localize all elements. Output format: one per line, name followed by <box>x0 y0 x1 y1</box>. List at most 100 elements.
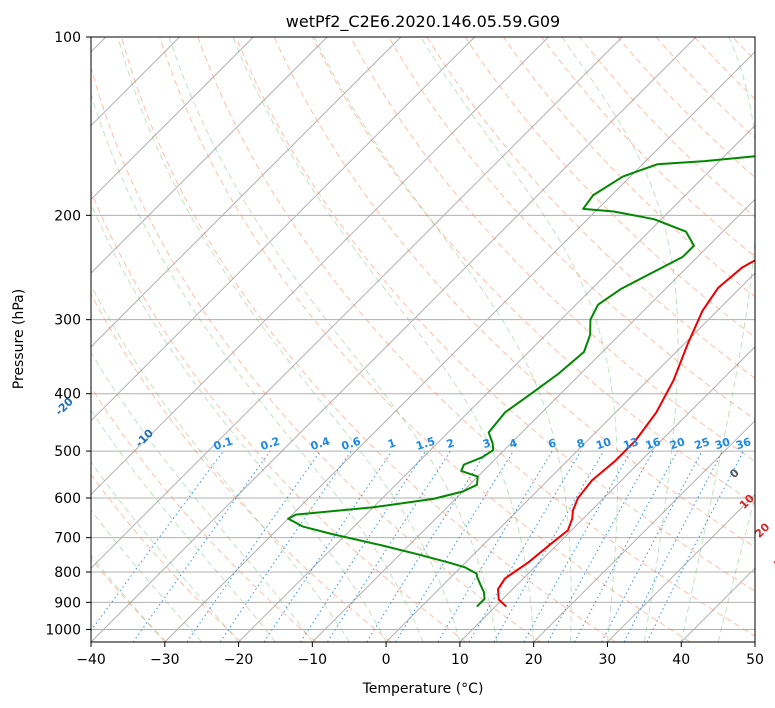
y-tick-label: 400 <box>54 387 81 403</box>
plot-area <box>91 37 755 642</box>
profile-layer <box>287 155 755 608</box>
isotherm-gridline <box>91 37 476 422</box>
mixing-ratio-label: 6 <box>547 436 559 451</box>
moist-adiabat-line <box>561 37 679 642</box>
mixing-ratio-label: 0.4 <box>309 434 332 452</box>
x-tick-label: 10 <box>451 652 469 668</box>
isotherm-gridline <box>91 37 549 496</box>
moist-adiabat-line <box>420 37 619 642</box>
y-tick-label: 900 <box>54 595 81 611</box>
dry-adiabat-line <box>91 473 242 642</box>
x-tick-label: 40 <box>672 652 690 668</box>
mixing-ratio-line <box>263 450 393 642</box>
mixing-ratio-label: 10 <box>594 435 613 452</box>
plot-frame <box>90 36 756 643</box>
mixing-ratio-label: 2 <box>445 436 456 451</box>
y-tick-label: 1000 <box>45 622 81 638</box>
mixing-ratio-line <box>601 450 703 642</box>
mixing-ratio-label: 1 <box>386 436 397 451</box>
moist-adiabat-line <box>91 202 387 642</box>
isotherm-gridline <box>91 37 697 642</box>
mixing-ratio-label: 36 <box>734 435 753 452</box>
profile-line <box>287 155 755 608</box>
moist-adiabat-line <box>91 509 203 642</box>
dry-adiabat-line <box>350 37 755 463</box>
isotherm-gridline <box>91 37 254 201</box>
moist-adiabat-line <box>91 409 276 642</box>
dry-adiabat-line <box>541 37 755 258</box>
isotherm-gridline <box>459 346 755 642</box>
moist-adiabat-line <box>232 37 535 642</box>
isotherm-gridline <box>607 493 755 642</box>
profile-line <box>496 259 755 608</box>
mixing-ratio-line <box>437 450 553 642</box>
mixing-ratio-line <box>132 450 271 642</box>
moist-adiabat-line <box>717 495 755 642</box>
mixing-ratio-label: 13 <box>622 435 641 452</box>
y-tick-label: 600 <box>54 491 81 507</box>
mixing-ratio-line <box>186 450 321 642</box>
x-tick-label: −40 <box>76 652 106 668</box>
mixing-ratio-label: 25 <box>693 435 712 452</box>
x-tick-label: 30 <box>599 652 617 668</box>
mixing-ratio-label: 1.5 <box>414 435 437 453</box>
mixing-ratio-line <box>219 450 352 642</box>
y-tick-label: 800 <box>54 565 81 581</box>
mixing-ratio-label: 20 <box>668 435 687 452</box>
x-tick-label: 20 <box>525 652 543 668</box>
mixing-ratio-line <box>574 450 678 642</box>
dry-adiabat-line <box>235 37 755 592</box>
isotherm-gridline <box>238 124 755 642</box>
dry-adiabat-line <box>91 65 541 642</box>
y-tick-label: 700 <box>54 531 81 547</box>
x-tick-label: −20 <box>224 652 254 668</box>
dry-adiabat-line <box>426 37 755 379</box>
moist-adiabat-line <box>117 37 461 642</box>
moist-adiabat-line <box>313 37 572 642</box>
x-tick-label: 50 <box>746 652 764 668</box>
mixing-ratio-label: 30 <box>713 435 732 452</box>
y-tick-label: 200 <box>54 208 81 224</box>
isotherm-gridline <box>533 419 755 642</box>
grid-layer <box>91 37 755 642</box>
isotherm-gridline <box>91 37 402 348</box>
x-tick-label: −10 <box>298 652 328 668</box>
moist-adiabat-line <box>91 284 350 642</box>
dry-adiabat-line <box>273 37 755 548</box>
mixing-ratio-label: 4 <box>508 436 520 451</box>
x-tick-label: 0 <box>382 652 391 668</box>
y-tick-label: 100 <box>54 30 81 46</box>
isotherm-gridline <box>311 198 755 642</box>
isotherm-gridline <box>164 51 755 642</box>
dry-adiabat-line <box>159 37 691 642</box>
moist-adiabat-line <box>91 461 239 642</box>
dry-adiabat-line <box>91 386 317 642</box>
mixing-ratio-line <box>327 450 451 642</box>
chart-title: wetPf2_C2E6.2020.146.05.59.G09 <box>286 12 560 32</box>
background-lines-layer <box>91 37 755 642</box>
dry-adiabat-line <box>197 37 755 637</box>
moist-adiabat-line <box>168 37 498 642</box>
mixing-ratio-line <box>468 450 582 642</box>
y-tick-label: 500 <box>54 444 81 460</box>
ticks-layer: −40 −30 −20 −10 0 10 20 30 40 5010020030040050060… <box>45 30 764 668</box>
dry-adiabat-line <box>121 37 616 642</box>
dry-adiabat-label: 30 <box>771 551 775 571</box>
mixing-ratio-label: 0.1 <box>212 435 235 453</box>
mixing-ratio-label: 3 <box>481 436 492 451</box>
mixing-ratio-label: 8 <box>575 436 586 451</box>
isotherm-gridline <box>91 37 623 569</box>
x-tick-label: −30 <box>150 652 180 668</box>
isotherm-gridline <box>91 37 328 274</box>
moist-adiabat-line <box>91 92 424 642</box>
mixing-ratio-label: 0.6 <box>340 434 363 452</box>
y-axis-title: Pressure (hPa) <box>11 289 27 389</box>
mixing-ratio-line <box>395 450 514 642</box>
mixing-ratio-line <box>300 450 427 642</box>
dry-adiabat-line <box>91 190 466 642</box>
dry-adiabat-line <box>388 37 755 421</box>
x-axis-title: Temperature (°C) <box>362 681 484 697</box>
y-tick-label: 300 <box>54 313 81 329</box>
mixing-ratio-label: 16 <box>644 435 663 452</box>
